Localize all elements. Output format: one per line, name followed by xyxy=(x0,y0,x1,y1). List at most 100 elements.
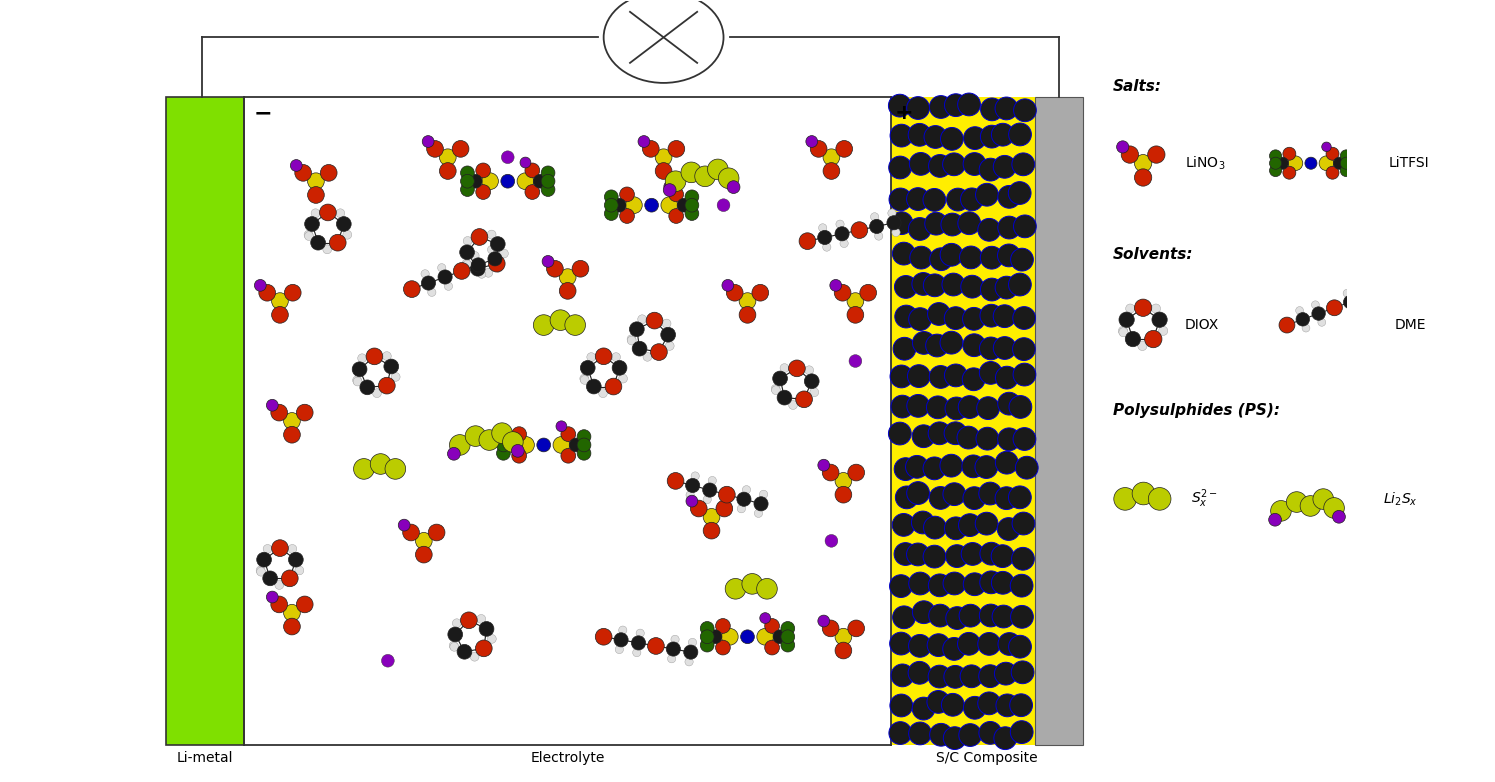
Circle shape xyxy=(925,334,948,357)
Circle shape xyxy=(1334,157,1346,169)
Circle shape xyxy=(963,573,987,596)
Circle shape xyxy=(718,199,730,212)
Circle shape xyxy=(771,386,780,395)
Circle shape xyxy=(450,435,469,455)
Circle shape xyxy=(1332,511,1346,523)
Circle shape xyxy=(836,629,852,645)
Circle shape xyxy=(890,212,913,235)
Circle shape xyxy=(492,423,513,443)
Circle shape xyxy=(471,252,478,260)
Circle shape xyxy=(667,655,676,663)
Circle shape xyxy=(996,694,1018,717)
Circle shape xyxy=(1138,342,1147,350)
Circle shape xyxy=(638,135,650,147)
Circle shape xyxy=(1159,326,1168,335)
Circle shape xyxy=(511,444,525,457)
Circle shape xyxy=(1296,313,1310,326)
Circle shape xyxy=(541,174,555,188)
Circle shape xyxy=(943,572,966,595)
Circle shape xyxy=(685,190,698,203)
Circle shape xyxy=(655,163,671,179)
Circle shape xyxy=(824,163,840,179)
Circle shape xyxy=(1009,486,1032,509)
Circle shape xyxy=(1118,326,1127,335)
Circle shape xyxy=(1296,307,1304,314)
Circle shape xyxy=(1319,318,1326,326)
Circle shape xyxy=(254,279,266,291)
Circle shape xyxy=(739,307,756,323)
Circle shape xyxy=(444,282,453,290)
Circle shape xyxy=(940,127,963,150)
Circle shape xyxy=(804,374,819,389)
Circle shape xyxy=(800,233,816,249)
Circle shape xyxy=(460,612,477,629)
Circle shape xyxy=(256,566,265,575)
Circle shape xyxy=(661,197,677,213)
Text: DME: DME xyxy=(1395,318,1426,332)
Circle shape xyxy=(963,152,985,175)
Circle shape xyxy=(993,305,1017,328)
Circle shape xyxy=(404,281,420,297)
Circle shape xyxy=(643,353,652,361)
Text: Salts:: Salts: xyxy=(1114,79,1162,95)
Circle shape xyxy=(577,430,591,443)
Circle shape xyxy=(727,181,740,193)
Circle shape xyxy=(428,288,437,296)
Circle shape xyxy=(907,364,930,387)
Circle shape xyxy=(945,421,967,445)
Circle shape xyxy=(1011,605,1033,628)
Circle shape xyxy=(928,574,951,597)
Circle shape xyxy=(496,430,510,443)
Circle shape xyxy=(547,260,564,277)
Circle shape xyxy=(1341,164,1353,177)
Circle shape xyxy=(912,425,934,447)
Circle shape xyxy=(928,665,951,688)
Circle shape xyxy=(1012,307,1036,329)
Circle shape xyxy=(1344,296,1357,309)
Circle shape xyxy=(541,183,555,196)
Circle shape xyxy=(489,255,505,272)
Circle shape xyxy=(927,303,951,325)
Circle shape xyxy=(366,348,383,364)
Circle shape xyxy=(836,220,845,228)
Circle shape xyxy=(1014,99,1036,122)
Circle shape xyxy=(979,304,1003,327)
Circle shape xyxy=(471,258,486,272)
Circle shape xyxy=(727,285,743,301)
Circle shape xyxy=(709,476,716,485)
Circle shape xyxy=(457,644,472,659)
Circle shape xyxy=(311,235,326,250)
Circle shape xyxy=(416,533,432,549)
Circle shape xyxy=(890,188,912,211)
Circle shape xyxy=(580,374,589,383)
Circle shape xyxy=(890,575,912,597)
Circle shape xyxy=(999,633,1021,655)
Circle shape xyxy=(993,336,1017,360)
Circle shape xyxy=(460,174,474,188)
Circle shape xyxy=(1359,289,1372,303)
Circle shape xyxy=(958,723,982,747)
Circle shape xyxy=(626,335,635,343)
Circle shape xyxy=(462,259,471,268)
Circle shape xyxy=(997,185,1021,208)
Circle shape xyxy=(1117,141,1129,153)
Circle shape xyxy=(459,245,474,260)
Circle shape xyxy=(1319,156,1334,170)
Circle shape xyxy=(1014,363,1036,386)
Circle shape xyxy=(605,378,622,395)
Circle shape xyxy=(719,486,736,503)
Circle shape xyxy=(912,601,936,623)
Circle shape xyxy=(386,458,405,479)
Circle shape xyxy=(604,190,617,203)
Circle shape xyxy=(561,448,576,463)
Circle shape xyxy=(598,389,607,397)
Circle shape xyxy=(272,540,289,557)
Circle shape xyxy=(1148,146,1165,163)
Circle shape xyxy=(559,282,576,300)
FancyBboxPatch shape xyxy=(891,97,1035,744)
Circle shape xyxy=(336,209,345,217)
Circle shape xyxy=(822,620,839,637)
Circle shape xyxy=(943,482,966,506)
Circle shape xyxy=(272,307,289,323)
Circle shape xyxy=(700,638,715,652)
